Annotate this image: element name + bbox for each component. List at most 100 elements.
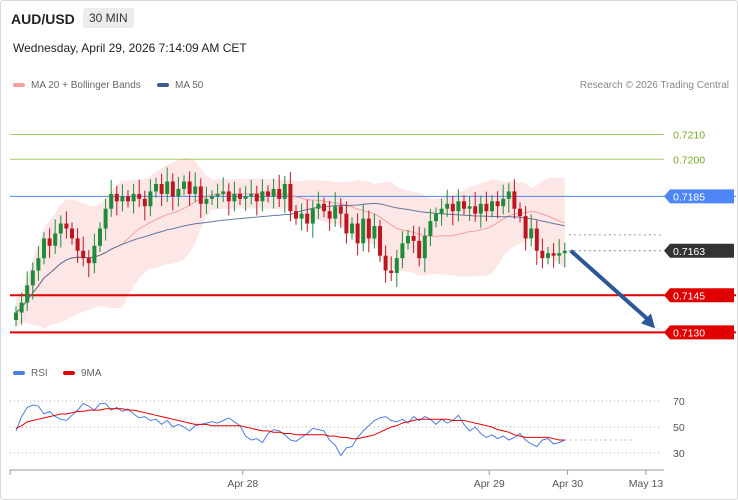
candle-body	[512, 191, 517, 209]
candle-body	[36, 258, 41, 271]
level-label-5: 0.7130	[673, 327, 705, 339]
x-tick-label-2: Apr 30	[552, 478, 583, 490]
candle-body	[226, 191, 231, 202]
timestamp: Wednesday, April 29, 2026 7:14:09 AM CET	[13, 41, 247, 55]
candle-body	[506, 191, 511, 199]
legend-ma20-swatch	[13, 83, 25, 88]
credit-text: Research © 2026 Trading Central	[579, 80, 729, 91]
legend-9ma-label: 9MA	[81, 368, 102, 379]
candle-body	[193, 186, 198, 194]
candle-body	[159, 184, 164, 194]
candle-body	[501, 198, 506, 207]
candle-body	[434, 213, 438, 222]
candle-body	[299, 213, 304, 219]
candle-body	[98, 228, 102, 246]
candle-body	[322, 203, 326, 212]
candle-body	[534, 228, 539, 251]
level-label-4: 0.7145	[673, 290, 705, 302]
candle-body	[165, 181, 170, 194]
x-tick-label-0: Apr 28	[227, 478, 258, 490]
candle-body	[282, 184, 287, 199]
candle-body	[260, 191, 265, 202]
candle-body	[187, 181, 192, 194]
candle-body	[70, 228, 74, 239]
candle-body	[400, 243, 405, 259]
level-label-2: 0.7185	[673, 191, 705, 203]
candle-body	[182, 181, 186, 189]
candle-body	[271, 188, 276, 197]
candle-body	[473, 206, 478, 214]
forecast-arrow-shaft	[569, 249, 651, 322]
candle-body	[490, 201, 494, 212]
candle-body	[238, 193, 242, 199]
candle-body	[411, 235, 416, 241]
candle-body	[344, 213, 349, 234]
legend-ma50-label: MA 50	[175, 80, 204, 91]
candle-body	[439, 208, 444, 214]
level-label-3: 0.7163	[673, 246, 705, 258]
candle-body	[288, 184, 293, 212]
candle-body	[310, 208, 315, 224]
candle-body	[170, 181, 175, 197]
legend-rsi-label: RSI	[31, 368, 48, 379]
candle-body	[204, 198, 209, 204]
candle-body	[305, 213, 310, 224]
candle-body	[428, 221, 433, 236]
legend-ma50: MA 50	[157, 80, 203, 91]
candle-body	[294, 211, 298, 219]
symbol-title: AUD/USD	[11, 11, 75, 27]
timeframe-badge[interactable]: 30 MIN	[83, 8, 134, 28]
candle-body	[518, 208, 522, 217]
candle-body	[92, 245, 97, 264]
candle-body	[109, 193, 114, 209]
candle-body	[53, 233, 58, 246]
x-tick-label-3: May 13	[629, 478, 664, 490]
candle-body	[47, 238, 52, 246]
legend-ma20: MA 20 + Bollinger Bands	[13, 80, 141, 91]
legend-rsi-swatch	[13, 371, 25, 376]
rsi-tick-50: 50	[673, 422, 685, 434]
candle-body	[14, 312, 18, 320]
candle-body	[137, 193, 142, 199]
candle-body	[210, 196, 214, 199]
candle-body	[350, 223, 354, 234]
candle-body	[551, 253, 556, 256]
candle-body	[529, 228, 534, 239]
candle-body	[462, 201, 466, 209]
candle-body	[456, 201, 461, 212]
candle-body	[131, 193, 136, 202]
candle-body	[394, 258, 399, 273]
level-tag-3	[664, 243, 734, 258]
legend-ma50-swatch	[157, 83, 169, 88]
candle-body	[467, 206, 472, 209]
candle-body	[417, 240, 422, 259]
candle-body	[176, 188, 181, 197]
candle-body	[254, 193, 259, 202]
candle-body	[232, 193, 237, 202]
candle-body	[148, 191, 153, 207]
candle-body	[450, 203, 455, 212]
level-label-1: 0.7200	[673, 154, 705, 166]
candle-body	[25, 285, 30, 303]
candle-body	[540, 250, 545, 259]
level-tag-2	[664, 189, 734, 204]
candle-body	[338, 206, 343, 214]
legend-ma20-label: MA 20 + Bollinger Bands	[31, 80, 141, 91]
rsi-tick-30: 30	[673, 448, 685, 460]
candle-body	[484, 203, 489, 212]
candle-body	[383, 255, 388, 271]
candle-body	[557, 253, 562, 256]
legend-rsi: RSI	[13, 368, 48, 379]
candle-body	[333, 206, 338, 219]
x-tick-label-1: Apr 29	[474, 478, 505, 490]
candle-body	[355, 223, 360, 244]
candle-body	[114, 193, 119, 202]
candle-body	[523, 216, 528, 239]
candle-body	[478, 203, 483, 214]
candle-body	[406, 235, 410, 244]
candle-body	[372, 226, 377, 239]
level-tag-4	[664, 288, 734, 303]
candle-body	[64, 223, 69, 229]
candle-body	[75, 238, 80, 251]
